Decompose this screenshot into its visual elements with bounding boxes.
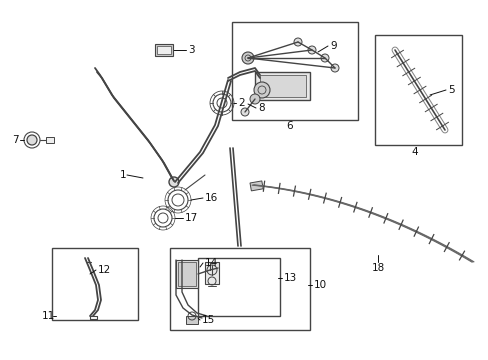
Text: 9: 9 — [329, 41, 336, 51]
Bar — [185, 316, 198, 324]
Circle shape — [293, 38, 302, 46]
Bar — [254, 72, 309, 100]
Text: 7: 7 — [12, 135, 19, 145]
Text: 17: 17 — [184, 213, 198, 223]
Circle shape — [320, 54, 328, 62]
Bar — [204, 262, 219, 284]
Bar — [178, 262, 196, 286]
Text: 18: 18 — [370, 263, 384, 273]
Text: 4: 4 — [411, 147, 417, 157]
Bar — [260, 75, 305, 97]
Text: 5: 5 — [447, 85, 454, 95]
Circle shape — [241, 108, 248, 116]
Text: 8: 8 — [258, 103, 264, 113]
Text: 6: 6 — [286, 121, 293, 131]
Text: 1: 1 — [120, 170, 126, 180]
Bar — [52, 248, 138, 320]
Bar — [249, 181, 263, 191]
Text: 15: 15 — [202, 315, 215, 325]
Bar — [155, 44, 173, 56]
Text: 14: 14 — [204, 258, 218, 268]
Circle shape — [249, 94, 260, 104]
Text: 13: 13 — [284, 273, 297, 283]
Text: 11: 11 — [42, 311, 55, 321]
Circle shape — [27, 135, 37, 145]
Bar — [157, 46, 171, 54]
Bar — [176, 260, 198, 288]
Text: 12: 12 — [98, 265, 111, 275]
Text: 3: 3 — [187, 45, 194, 55]
Bar — [231, 22, 357, 120]
Text: 10: 10 — [313, 280, 326, 290]
Circle shape — [169, 177, 179, 187]
Text: 16: 16 — [204, 193, 218, 203]
Circle shape — [253, 82, 269, 98]
Bar — [170, 248, 309, 330]
Bar — [374, 35, 461, 145]
Bar — [46, 137, 54, 143]
Circle shape — [242, 52, 253, 64]
Bar — [198, 258, 280, 316]
Circle shape — [307, 46, 315, 54]
Text: 2: 2 — [238, 98, 244, 108]
Circle shape — [330, 64, 338, 72]
